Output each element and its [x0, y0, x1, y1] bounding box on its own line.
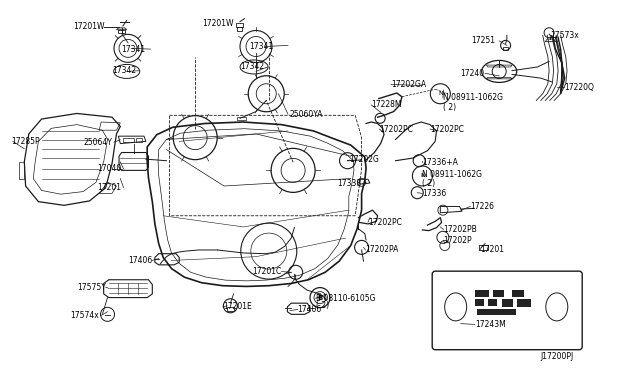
- Text: 17202G: 17202G: [349, 155, 380, 164]
- Text: 17201W: 17201W: [202, 19, 234, 28]
- Text: B 08110-6105G: B 08110-6105G: [316, 294, 375, 303]
- Text: N: N: [420, 173, 425, 179]
- Text: 17202PB: 17202PB: [444, 225, 477, 234]
- Text: 17202PC: 17202PC: [368, 218, 402, 227]
- Bar: [493, 290, 504, 297]
- Bar: [502, 299, 513, 307]
- Text: 17285P: 17285P: [12, 137, 40, 146]
- Text: 17406: 17406: [128, 256, 152, 265]
- Text: 17251: 17251: [471, 36, 495, 45]
- Text: 17243M: 17243M: [475, 320, 506, 329]
- Text: 17226: 17226: [470, 202, 494, 211]
- Text: 17336+A: 17336+A: [422, 158, 458, 167]
- Bar: [477, 309, 516, 315]
- Text: 17338: 17338: [337, 179, 362, 188]
- Text: 17201: 17201: [97, 183, 122, 192]
- Text: 17202PC: 17202PC: [430, 125, 464, 134]
- Text: 17342: 17342: [240, 62, 264, 71]
- Text: 17201: 17201: [480, 246, 504, 254]
- Text: 17574x: 17574x: [70, 311, 99, 320]
- Text: 17341: 17341: [121, 45, 145, 54]
- Text: N: N: [438, 91, 443, 96]
- Text: 17336: 17336: [422, 189, 447, 198]
- Text: ( 2): ( 2): [316, 301, 329, 310]
- Text: 17201C: 17201C: [252, 267, 282, 276]
- Text: 17228M: 17228M: [371, 100, 402, 109]
- Bar: [488, 299, 497, 306]
- Text: N 08911-1062G: N 08911-1062G: [422, 170, 483, 179]
- Text: 17040: 17040: [97, 164, 122, 173]
- Text: 17341: 17341: [249, 42, 273, 51]
- Text: J17200PJ: J17200PJ: [541, 352, 574, 360]
- Text: 17201W: 17201W: [73, 22, 104, 31]
- Text: 17202GA: 17202GA: [391, 80, 426, 89]
- Text: 17342: 17342: [112, 66, 136, 75]
- Text: 25064Y: 25064Y: [83, 138, 112, 147]
- Text: 17573x: 17573x: [550, 31, 579, 40]
- Bar: [475, 290, 489, 297]
- Text: 17240: 17240: [460, 69, 484, 78]
- Text: 17201E: 17201E: [223, 302, 252, 311]
- Bar: [517, 299, 531, 307]
- Text: 17406: 17406: [298, 305, 322, 314]
- Text: 17202PC: 17202PC: [380, 125, 413, 134]
- Text: N 08911-1062G: N 08911-1062G: [443, 93, 503, 102]
- Bar: [475, 299, 484, 306]
- Text: 17220Q: 17220Q: [564, 83, 595, 92]
- Text: 25060YA: 25060YA: [289, 110, 323, 119]
- Text: ( 2): ( 2): [422, 179, 436, 187]
- Bar: [512, 290, 524, 297]
- Text: 17575Y: 17575Y: [77, 283, 106, 292]
- Text: 17202PA: 17202PA: [365, 246, 399, 254]
- Text: ( 2): ( 2): [443, 103, 456, 112]
- Text: B: B: [317, 295, 323, 301]
- Text: 17202P: 17202P: [444, 236, 472, 245]
